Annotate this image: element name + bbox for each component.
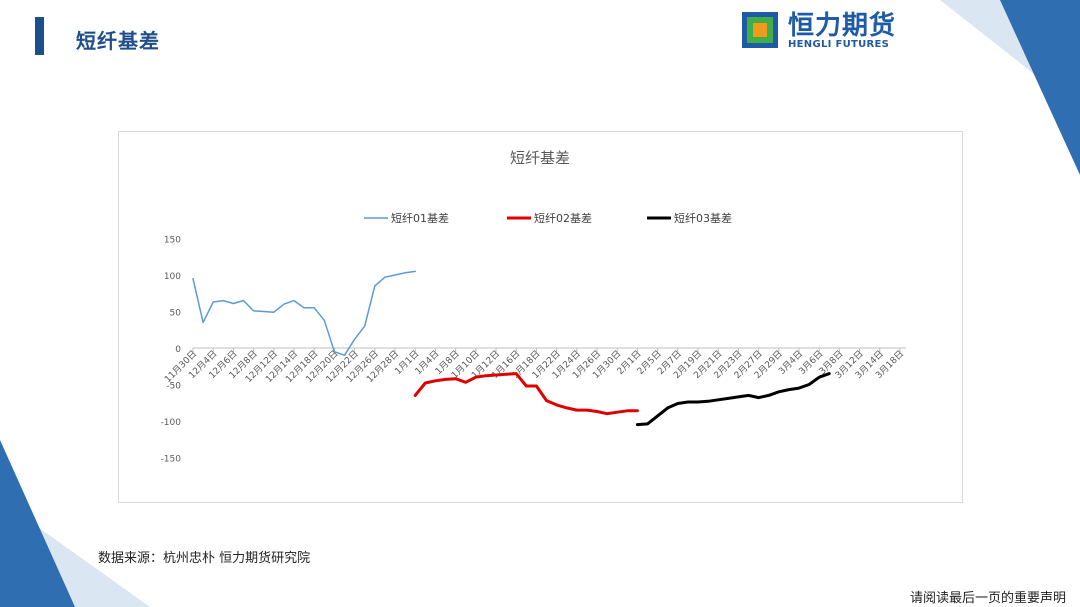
legend-label-3: 短纤03基差 — [674, 211, 732, 225]
deco-dark-triangle-top — [1000, 0, 1080, 175]
y-tick-label: -150 — [161, 455, 182, 465]
company-logo: 恒力期货 HENGLI FUTURES — [742, 11, 912, 51]
data-source-note: 数据来源：杭州忠朴 恒力期货研究院 — [98, 551, 311, 566]
page-title: 短纤基差 — [76, 29, 160, 53]
deco-light-triangle-top — [940, 0, 1080, 110]
deco-dark-triangle-bottom — [0, 440, 75, 607]
disclaimer-note: 请阅读最后一页的重要声明 — [909, 591, 1066, 606]
legend-label-1: 短纤01基差 — [391, 211, 449, 225]
legend-label-2: 短纤02基差 — [534, 211, 592, 225]
logo-name-cn: 恒力期货 — [788, 11, 897, 41]
header-accent-bar — [35, 17, 44, 55]
logo-name-en: HENGLI FUTURES — [788, 39, 890, 50]
y-tick-label: 50 — [170, 309, 182, 319]
y-tick-label: 0 — [175, 345, 181, 355]
chart-container: 短纤基差短纤01基差 短纤02基差 短纤03基差 150 100 50 0 -50 -100 -1… — [118, 131, 963, 503]
series-line-1 — [192, 270, 416, 357]
y-tick-label: -100 — [161, 418, 182, 428]
y-tick-label: 150 — [164, 236, 181, 246]
y-tick-label: -50 — [166, 382, 181, 392]
chart-title: 短纤基差 — [510, 149, 570, 167]
y-tick-label: 100 — [164, 272, 181, 282]
logo-mark-icon — [742, 12, 778, 48]
series-line-3 — [635, 372, 831, 427]
series-line-2 — [413, 372, 639, 416]
